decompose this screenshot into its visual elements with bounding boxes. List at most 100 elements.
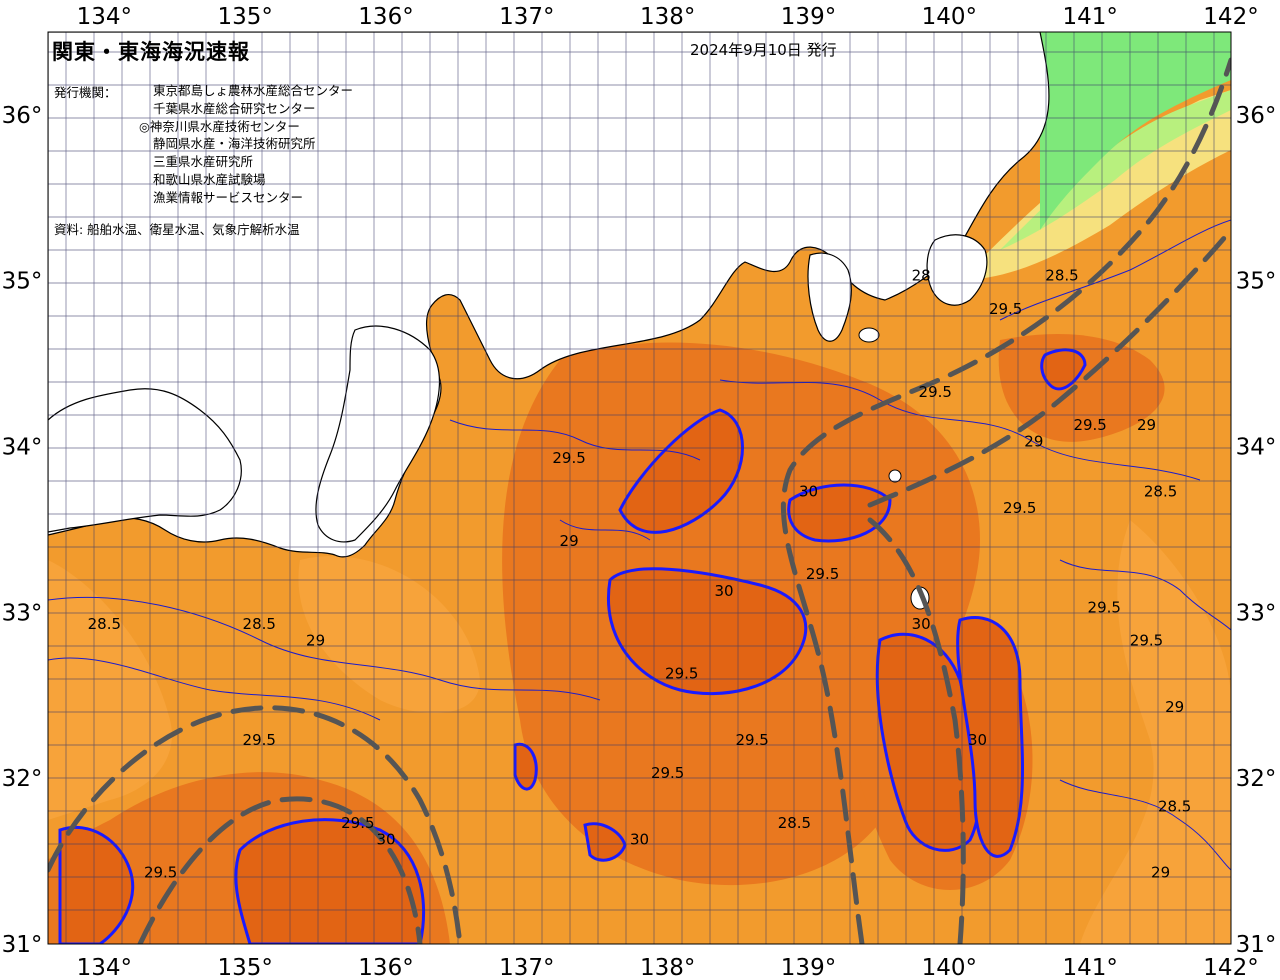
isotherm-label: 29.5 [1088,598,1121,616]
latitude-label-right: 34° [1236,435,1277,461]
latitude-label-right: 35° [1236,269,1277,295]
sea-30-core [583,822,627,862]
isotherm-label: 30 [799,482,818,500]
isotherm-label: 29 [1165,698,1184,716]
isotherm-label: 28.5 [1144,482,1177,500]
land-kii-peninsula [315,325,440,543]
cool-coastal-zone [1040,32,1231,230]
isotherm-label: 29 [1151,864,1170,882]
land-miyake-island [858,327,880,343]
longitude-labels-top: 134° 135° 136° 137° 138° 139° 140° 141° 142° [77,4,1259,30]
sea-30-core [234,818,426,944]
contour-lines [48,219,1231,871]
isotherm-label: 28 [912,267,931,285]
longitude-label-bottom: 142° [1203,955,1258,980]
land-oshima-island [888,469,902,483]
longitude-label-top: 135° [217,4,272,30]
land-izu-peninsula [807,252,852,342]
isotherm-label: 29.5 [144,864,177,882]
sea-30-core [58,825,135,944]
isotherm-label: 28.5 [778,814,811,832]
current-axis-branch [867,517,966,944]
lat-lon-grid [48,32,1231,944]
isotherm-label: 29.5 [243,731,276,749]
land-boso-peninsula [926,234,988,306]
isotherm-label: 29.5 [552,449,585,467]
current-axis-main [781,57,1231,944]
isotherm-label: 29 [306,632,325,650]
isotherm-label: 30 [912,615,931,633]
isotherm-label: 28.5 [1045,267,1078,285]
longitude-label-bottom: 141° [1062,955,1117,980]
map-border [47,31,1232,945]
longitude-label-bottom: 139° [781,955,836,980]
isotherm-label: 29.5 [1003,499,1036,517]
current-axis-lines [48,57,1231,944]
isotherm-label: 29.5 [806,565,839,583]
isotherm-labels: 29.5 29.5 29.5 29.5 29.5 29.5 29.5 29.5 29.5 29.5… [88,267,1192,882]
longitude-label-top: 137° [499,4,554,30]
current-axis-warm-eddy-inner [137,796,423,944]
isotherm-label: 29.5 [651,764,684,782]
longitude-label-bottom: 134° [77,955,132,980]
agency-item: 東京都島しょ農林水産総合センター [153,83,354,98]
longitude-label-top: 138° [640,4,695,30]
current-axis-warm-eddy [48,705,463,944]
issue-date: 2024年9月10日 発行 [690,41,837,59]
longitude-label-top: 139° [781,4,836,30]
longitude-label-bottom: 138° [640,955,695,980]
agency-item: 和歌山県水産試験場 [153,171,266,187]
land-honshu [48,32,1050,558]
agency-item: 静岡県水産・海洋技術研究所 [153,136,316,152]
current-axis-branch [867,227,1231,508]
isotherm-label: 30 [376,831,395,849]
sea-28-zone [1080,520,1231,944]
latitude-label-left: 35° [2,269,43,295]
longitude-label-bottom: 136° [358,955,413,980]
sea-30-core [875,632,982,852]
latitude-label-right: 31° [1236,932,1277,958]
isotherm-label: 29.5 [989,300,1022,318]
latitude-label-right: 33° [1236,600,1277,626]
isotherm-label: 28.5 [1158,797,1191,815]
land-shikoku [48,388,242,533]
isotherm-label: 29.5 [1073,416,1106,434]
latitude-label-left: 36° [2,103,43,129]
isotherm-label: 30 [714,582,733,600]
isotherm-label: 29.5 [919,383,952,401]
isotherm-label: 28.5 [243,615,276,633]
agency-item-primary: ◎神奈川県水産技術センター [139,118,300,134]
latitude-labels-left: 36° 35° 34° 33° 32° 31° [2,103,43,958]
longitude-label-bottom: 135° [217,955,272,980]
isotherm-label: 29.5 [665,665,698,683]
longitude-label-top: 136° [358,4,413,30]
longitude-label-top: 141° [1062,4,1117,30]
agency-label: 発行機関： [54,85,117,100]
isotherm-label: 29.5 [341,814,374,832]
sea-30-core [607,567,808,696]
isotherm-label: 30 [630,831,649,849]
latitude-label-right: 36° [1236,103,1277,129]
latitude-label-right: 32° [1236,766,1277,792]
sea-30-core [618,408,744,534]
latitude-label-left: 32° [2,766,43,792]
isotherm-label: 29.5 [1130,632,1163,650]
longitude-label-top: 140° [922,4,977,30]
latitude-label-left: 33° [2,600,43,626]
cool-coastal-zone [1000,90,1231,250]
agency-item: 千葉県水産総合研究センター [153,100,316,116]
agency-item: 漁業情報サービスセンター [153,189,304,205]
map-area: 29.5 29.5 29.5 29.5 29.5 29.5 29.5 29.5 29.5 29.5… [48,32,1231,944]
latitude-labels-right: 36° 35° 34° 33° 32° 31° [1236,103,1277,958]
agency-item: 三重県水産研究所 [153,154,254,170]
latitude-label-left: 31° [2,932,43,958]
data-source: 資料: 船舶水温、衛星水温、気象庁解析水温 [54,222,300,237]
longitude-label-bottom: 140° [922,955,977,980]
isotherm-label: 29 [560,532,579,550]
longitude-label-bottom: 137° [499,955,554,980]
latitude-label-left: 34° [2,435,43,461]
map-title: 関東・東海海況速報 [52,40,250,64]
longitude-label-top: 134° [77,4,132,30]
isotherm-label: 28.5 [88,615,121,633]
